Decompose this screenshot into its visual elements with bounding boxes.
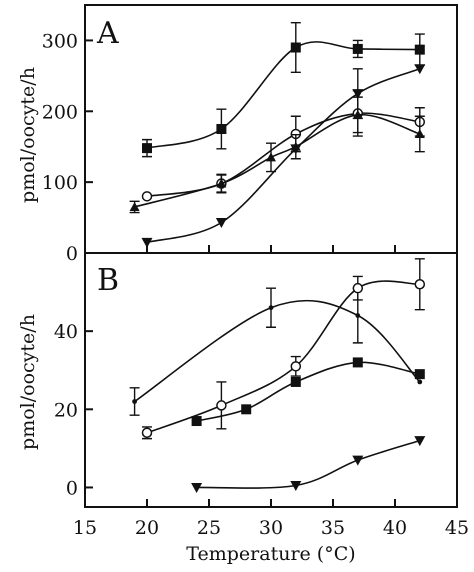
series-filled-down-triangle (191, 436, 426, 493)
data-point (352, 109, 363, 119)
data-point (216, 400, 227, 411)
data-point (414, 279, 426, 290)
panel-a-y-axis-title: pmol/oocyte/h (17, 67, 39, 203)
panel-b-letter: B (97, 263, 119, 298)
series-line (134, 299, 421, 403)
data-point (216, 178, 227, 188)
data-point (141, 237, 153, 248)
panel-b-y-axis-title: pmol/oocyte/h (17, 314, 39, 450)
data-point (141, 427, 153, 439)
panel-b-series (129, 258, 426, 493)
data-point (414, 436, 426, 447)
data-point (191, 482, 203, 493)
data-point (414, 369, 425, 380)
series-open-circle (141, 90, 426, 202)
data-point (355, 313, 361, 318)
panel-a-letter: A (96, 16, 119, 51)
series-filled-square (142, 22, 425, 158)
data-point (266, 152, 276, 162)
y-tick-label: 300 (42, 30, 78, 52)
series-filled-square (191, 357, 425, 427)
data-point (290, 361, 302, 372)
x-tick-label: 25 (197, 517, 221, 539)
data-point (216, 124, 227, 134)
y-tick-label: 0 (66, 243, 78, 265)
x-axis-title: Temperature (°C) (186, 543, 355, 565)
x-tick-label: 45 (445, 517, 469, 539)
series-open-circle (141, 258, 426, 440)
data-point (132, 399, 138, 404)
data-point (215, 218, 227, 229)
data-point (414, 44, 425, 55)
x-tick-label: 20 (135, 517, 159, 539)
data-point (352, 89, 364, 100)
data-point (414, 64, 426, 75)
data-point (290, 42, 301, 53)
x-tick-label: 30 (259, 517, 283, 539)
series-filled-down-triangle (141, 64, 426, 248)
series-line (146, 112, 420, 198)
panel-b-axes: 0 20 40 15 20 25 30 35 40 45 (54, 321, 469, 539)
series-line (196, 361, 420, 422)
data-point (142, 143, 152, 154)
data-point (290, 141, 301, 151)
data-point (129, 201, 140, 211)
x-tick-label: 40 (383, 517, 407, 539)
data-point (191, 416, 202, 427)
data-point (241, 404, 252, 415)
series-line (146, 68, 421, 244)
series-filled-up-triangle (129, 96, 425, 214)
series-line (146, 41, 420, 149)
data-point (290, 481, 302, 492)
data-point (352, 455, 364, 466)
panel-a-series (129, 22, 426, 248)
data-point (352, 357, 363, 368)
series-line (196, 439, 421, 489)
y-tick-label: 40 (54, 321, 78, 343)
y-tick-label: 200 (42, 101, 78, 123)
data-point (290, 376, 301, 387)
data-point (268, 305, 274, 311)
panel-a-frame (84, 4, 458, 254)
data-point (352, 282, 364, 294)
series-line (134, 113, 421, 208)
panel-b: B 0 20 40 15 20 25 30 35 40 45 (54, 252, 469, 539)
data-point (414, 128, 425, 138)
x-tick-label: 15 (73, 517, 97, 539)
y-tick-label: 20 (54, 399, 78, 421)
panel-a: A 0 100 200 300 (42, 4, 458, 265)
y-tick-label: 100 (42, 172, 78, 194)
x-tick-label: 35 (321, 517, 345, 539)
y-tick-label: 0 (66, 477, 78, 499)
data-point (352, 43, 363, 54)
series-small-dot (129, 287, 423, 416)
panel-a-axes: 0 100 200 300 (42, 30, 458, 265)
data-point (141, 191, 153, 202)
data-point (417, 379, 423, 385)
